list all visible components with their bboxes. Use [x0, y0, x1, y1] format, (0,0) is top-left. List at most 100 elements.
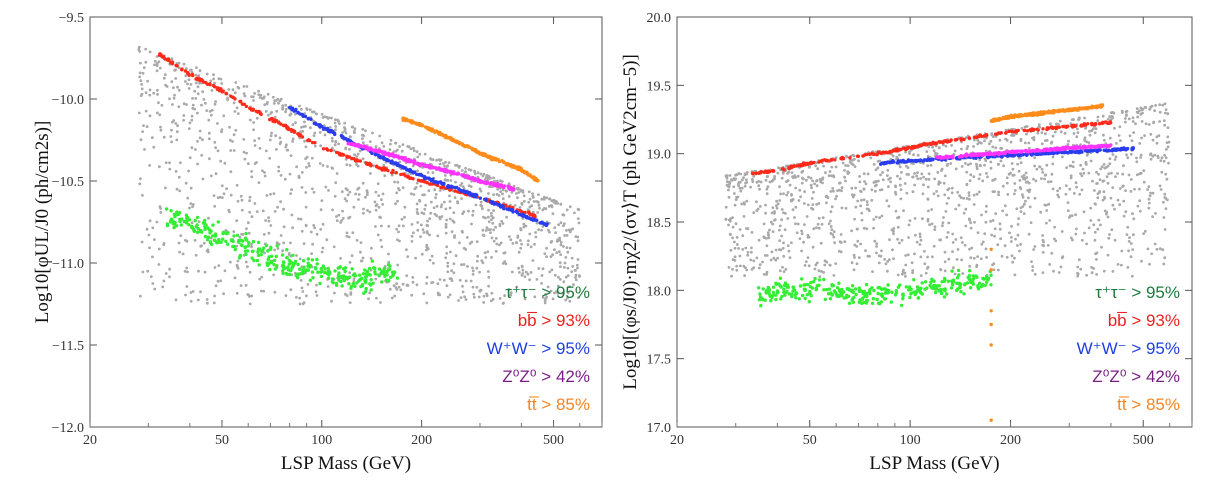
data-point — [287, 253, 291, 257]
data-point — [992, 262, 996, 266]
data-point — [880, 249, 883, 253]
data-point — [536, 200, 540, 204]
data-point — [235, 219, 239, 223]
data-point — [190, 118, 194, 122]
data-point — [1079, 267, 1083, 271]
data-point — [806, 256, 810, 259]
data-point — [366, 193, 369, 197]
data-point — [771, 168, 775, 173]
data-point — [999, 237, 1002, 241]
data-point — [187, 218, 192, 222]
data-point — [1147, 201, 1151, 205]
data-point — [505, 161, 509, 166]
data-point — [498, 243, 501, 247]
data-point — [1081, 123, 1085, 128]
data-point — [1111, 203, 1115, 207]
data-point — [574, 273, 578, 277]
data-point — [969, 162, 972, 166]
data-point — [345, 234, 349, 238]
data-point — [1100, 165, 1104, 169]
data-point — [460, 182, 464, 185]
data-point — [951, 232, 955, 236]
data-point — [471, 213, 475, 217]
data-point — [813, 267, 817, 271]
data-point — [1047, 180, 1050, 184]
data-point — [1135, 173, 1139, 177]
data-point — [550, 199, 554, 203]
data-point — [321, 222, 325, 226]
data-point — [250, 256, 254, 260]
data-point — [850, 261, 854, 265]
data-point — [432, 261, 435, 265]
data-point — [446, 184, 450, 189]
data-point — [250, 294, 254, 298]
data-point — [248, 106, 252, 111]
data-point — [742, 264, 746, 268]
data-point — [1045, 138, 1049, 142]
data-point — [759, 180, 763, 184]
data-point — [972, 203, 976, 206]
data-point — [260, 249, 265, 253]
data-point — [859, 242, 862, 246]
data-point — [158, 113, 162, 117]
data-point — [489, 299, 493, 303]
data-point — [441, 185, 446, 189]
data-point — [768, 228, 771, 232]
data-point — [957, 203, 961, 207]
data-point — [904, 263, 908, 267]
data-point — [802, 283, 806, 287]
data-point — [977, 190, 981, 194]
data-point — [870, 188, 874, 192]
data-point — [969, 256, 973, 260]
data-point — [1105, 210, 1109, 214]
data-point — [1054, 239, 1058, 243]
data-point — [265, 263, 270, 267]
data-point — [916, 296, 920, 300]
data-point — [261, 169, 264, 173]
data-point — [561, 292, 564, 295]
data-point — [1141, 111, 1144, 115]
data-point — [727, 195, 731, 199]
data-point — [439, 205, 443, 209]
data-point — [993, 177, 997, 181]
data-point — [1010, 236, 1013, 239]
data-point — [809, 280, 813, 285]
data-point — [153, 238, 156, 242]
data-point — [1066, 143, 1070, 146]
data-point — [785, 283, 790, 287]
data-point — [391, 170, 395, 174]
data-point — [153, 59, 157, 63]
data-point — [341, 152, 345, 157]
data-point — [923, 262, 927, 266]
data-point — [841, 156, 846, 161]
data-point — [742, 215, 746, 218]
data-point — [444, 160, 447, 164]
data-point — [894, 192, 898, 196]
data-point — [447, 136, 451, 140]
data-point — [346, 141, 350, 146]
data-point — [490, 218, 493, 222]
data-point — [416, 228, 420, 232]
data-point — [187, 87, 191, 90]
data-point — [1161, 248, 1165, 252]
data-point — [235, 291, 239, 295]
data-point — [308, 278, 312, 282]
data-point — [802, 240, 805, 244]
data-point — [804, 260, 808, 264]
data-point — [840, 287, 844, 292]
data-point — [1147, 197, 1151, 201]
data-point — [251, 95, 255, 99]
data-point — [322, 126, 327, 130]
data-point — [773, 175, 776, 178]
data-point — [1165, 177, 1169, 181]
data-point — [1082, 171, 1086, 175]
data-point — [918, 235, 922, 239]
data-point — [273, 120, 277, 124]
data-point — [858, 288, 862, 293]
data-point — [428, 258, 432, 262]
data-point — [193, 89, 197, 93]
data-point — [1098, 178, 1102, 182]
data-point — [351, 273, 356, 277]
data-point — [1018, 249, 1021, 253]
data-point — [890, 152, 893, 156]
